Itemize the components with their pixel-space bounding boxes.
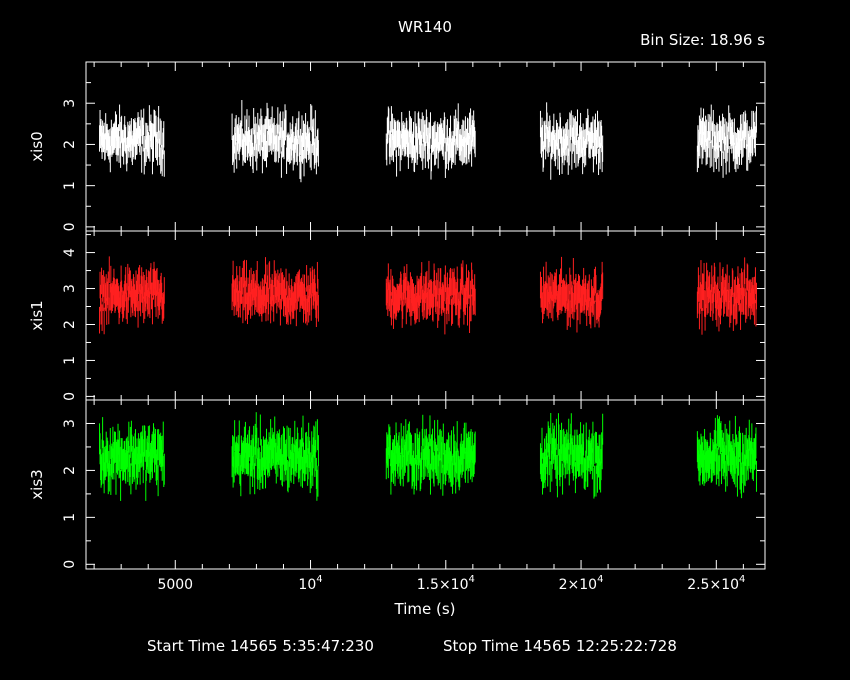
series-xis0	[99, 100, 757, 183]
y-tick-label: 3	[62, 99, 78, 108]
x-tick-labels: 5000 104 1.5×104 2×104 2.5×104	[157, 574, 745, 593]
y-tick-label: 1	[62, 356, 78, 365]
x-tick-label: 5000	[157, 577, 193, 593]
y-axis-label: xis0	[28, 131, 46, 161]
panels: 0 1 2 3 xis0 0 1 2 3 4 xis1 0 1 2 3 xis3	[28, 61, 766, 570]
x-tick-label: 104	[298, 574, 322, 593]
x-tick-label: 2.5×104	[687, 574, 745, 593]
bin-size-label: Bin Size: 18.96 s	[640, 31, 765, 49]
panel-frame	[85, 230, 766, 401]
stop-time-label: Stop Time 14565 12:25:22:728	[443, 637, 677, 655]
panel-xis3: 0 1 2 3 xis3	[28, 399, 766, 570]
y-axis-label: xis3	[28, 469, 46, 499]
y-tick-label: 0	[62, 392, 78, 401]
x-tick-label: 2×104	[559, 574, 604, 593]
panel-xis0: 0 1 2 3 xis0	[28, 61, 766, 232]
y-tick-label: 2	[62, 466, 78, 475]
x-axis-label: Time (s)	[394, 600, 456, 618]
start-time-label: Start Time 14565 5:35:47:230	[147, 637, 374, 655]
y-tick-label: 1	[62, 181, 78, 190]
y-tick-label: 3	[62, 284, 78, 293]
x-tick-label: 1.5×104	[417, 574, 475, 593]
y-tick-label: 4	[62, 248, 78, 257]
y-tick-label: 2	[62, 320, 78, 329]
y-tick-label: 2	[62, 140, 78, 149]
series-xis3	[99, 412, 757, 501]
y-axis-label: xis1	[28, 300, 46, 330]
panel-xis1: 0 1 2 3 4 xis1	[28, 230, 766, 401]
series-xis1	[99, 256, 757, 335]
panel-frame	[85, 399, 766, 570]
y-tick-label: 3	[62, 419, 78, 428]
y-tick-label: 1	[62, 513, 78, 522]
y-tick-label: 0	[62, 560, 78, 569]
y-tick-label: 0	[62, 222, 78, 231]
chart-title: WR140	[398, 18, 452, 36]
